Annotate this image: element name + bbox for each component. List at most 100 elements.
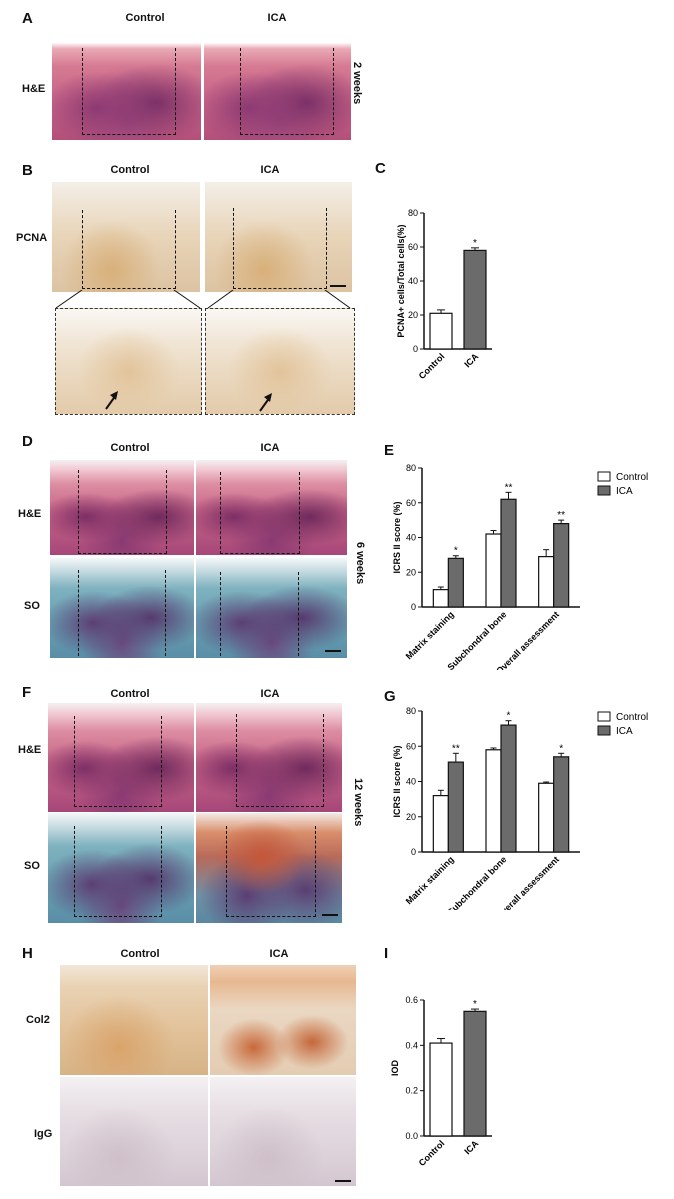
row-label-so: SO: [24, 860, 40, 872]
bar-control: [432, 589, 449, 608]
panel-letter-d: D: [22, 433, 33, 450]
y-tick-label: 0.6: [405, 995, 418, 1005]
y-tick-label: 0: [413, 344, 418, 354]
defect-outline: [82, 48, 176, 135]
histology-image-f-he-ica: [196, 703, 342, 812]
y-tick-label: 60: [406, 498, 416, 508]
ihc-zoom-b-ica: [205, 308, 355, 415]
scale-bar: [325, 650, 341, 652]
defect-outline: [220, 472, 300, 554]
significance-mark: *: [473, 999, 477, 1010]
y-tick-label: 0.2: [405, 1086, 418, 1096]
x-tick-label: Subchondral bone: [445, 609, 508, 670]
col-label-ica: ICA: [269, 948, 289, 960]
panel-letter-h: H: [22, 945, 33, 962]
significance-mark: *: [473, 238, 477, 249]
y-tick-label: 20: [408, 310, 418, 320]
y-tick-label: 60: [408, 242, 418, 252]
defect-outline: [220, 572, 221, 656]
y-tick-label: 80: [406, 706, 416, 716]
scale-bar: [330, 285, 346, 287]
defect-outline: [74, 826, 162, 917]
arrow-icon: [105, 391, 118, 410]
histology-image-d-he-ica: [196, 460, 347, 555]
row-label-he: H&E: [18, 508, 42, 520]
legend-swatch: [597, 485, 611, 496]
defect-outline: [165, 570, 166, 656]
defect-outline: [78, 470, 167, 554]
ihc-image-h-col2-control: [60, 965, 208, 1075]
row-label-igg: IgG: [34, 1128, 53, 1140]
bar-ica: [553, 522, 570, 608]
histology-image-d-so-ica: [196, 558, 347, 658]
bar-ica: [447, 761, 464, 853]
significance-mark: **: [557, 510, 565, 521]
scale-bar: [335, 1180, 351, 1182]
histology-image-d-he-control: [50, 460, 194, 555]
legend-swatch: [597, 471, 611, 482]
bar-ica: [463, 1010, 487, 1137]
bar-control: [429, 312, 453, 350]
histology-image-f-he-control: [48, 703, 194, 812]
histology-image-a-control: [52, 34, 201, 140]
col-label-control: Control: [110, 688, 150, 700]
significance-mark: *: [454, 546, 458, 557]
col-label-control: Control: [125, 12, 165, 24]
zoom-connector-lines: [55, 290, 351, 309]
scale-bar: [322, 914, 338, 916]
bar-control: [538, 782, 555, 853]
panel-letter-c: C: [375, 160, 386, 177]
y-tick-label: 20: [406, 812, 416, 822]
timepoint-label: 12 weeks: [352, 778, 364, 827]
significance-mark: **: [452, 743, 460, 754]
bar-control: [538, 556, 555, 608]
col-label-control: Control: [120, 948, 160, 960]
ihc-image-b-ica: [205, 182, 352, 292]
x-tick-label: ICA: [462, 351, 480, 369]
y-tick-label: 20: [406, 567, 416, 577]
legend-label: ICA: [616, 486, 633, 497]
col-label-ica: ICA: [260, 164, 280, 176]
defect-outline: [82, 210, 176, 289]
significance-mark: *: [507, 711, 511, 722]
ihc-zoom-b-control: [55, 308, 202, 415]
panel-letter-b: B: [22, 162, 33, 179]
timepoint-label: 2 weeks: [351, 62, 363, 105]
bar-ica: [447, 557, 464, 608]
y-axis-label: IOD: [390, 1060, 400, 1077]
ihc-image-h-igg-control: [60, 1077, 208, 1186]
defect-outline: [233, 208, 327, 289]
histology-image-f-so-ica: [196, 813, 342, 923]
y-tick-label: 40: [406, 777, 416, 787]
defect-outline: [78, 570, 79, 656]
x-tick-label: ICA: [462, 1138, 480, 1156]
defect-outline: [240, 48, 334, 135]
x-tick-label: Matrix staining: [404, 609, 456, 661]
y-tick-label: 0: [411, 847, 416, 857]
y-tick-label: 80: [408, 208, 418, 218]
x-tick-label: Control: [417, 351, 447, 381]
bar-ica: [500, 724, 517, 853]
y-tick-label: 60: [406, 741, 416, 751]
col-label-ica: ICA: [260, 442, 280, 454]
x-tick-label: Subchondral bone: [445, 854, 508, 910]
y-tick-label: 40: [408, 276, 418, 286]
y-tick-label: 0: [411, 602, 416, 612]
histology-image-f-so-control: [48, 813, 194, 923]
arrow-icon: [259, 393, 272, 412]
y-tick-label: 80: [406, 463, 416, 473]
y-tick-label: 0.4: [405, 1040, 418, 1050]
ihc-image-h-col2-ica: [210, 965, 356, 1075]
bar-ica: [463, 249, 487, 350]
row-label-he: H&E: [22, 83, 46, 95]
defect-outline: [74, 716, 162, 807]
bar-control: [429, 1042, 453, 1137]
x-tick-label: Control: [417, 1138, 447, 1168]
y-tick-label: 0.0: [405, 1131, 418, 1141]
bar-control: [485, 749, 502, 853]
row-label-he: H&E: [18, 744, 42, 756]
x-tick-label: Matrix staining: [404, 854, 456, 906]
bar-ica: [500, 498, 517, 608]
y-axis-label: PCNA+ cells/Total cells(%): [396, 224, 406, 337]
